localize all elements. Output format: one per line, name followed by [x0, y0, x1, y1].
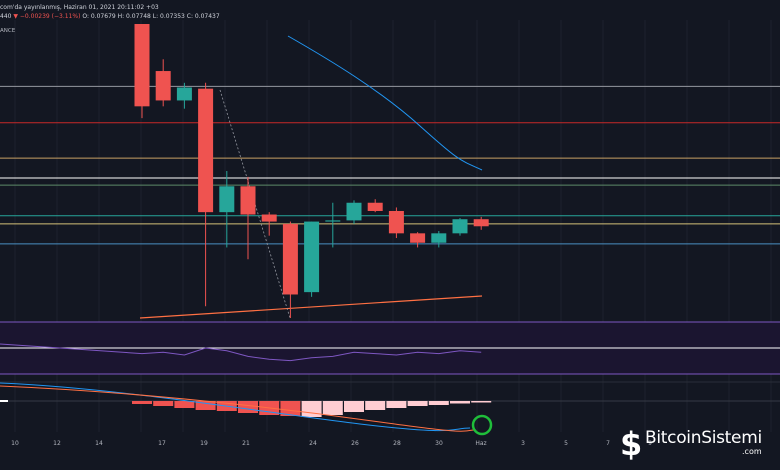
candles — [134, 24, 489, 318]
x-tick-label: 26 — [351, 440, 359, 447]
x-tick-label: 21 — [242, 440, 250, 447]
x-tick-label: 3 — [521, 440, 525, 447]
price-change: ▼ −0.00239 (−3.11%) — [13, 13, 81, 20]
histogram-bar — [280, 401, 301, 416]
candle-body — [388, 210, 404, 234]
histogram-bar — [195, 401, 216, 410]
histogram-bar — [344, 401, 364, 412]
histogram-bar — [132, 401, 152, 404]
histogram-bar — [471, 401, 492, 403]
histogram-bar — [407, 401, 428, 406]
x-tick-label: 24 — [309, 440, 317, 447]
candle-body — [431, 233, 447, 243]
exchange-label: ANCE — [0, 28, 16, 34]
brand-suffix: .com — [742, 447, 762, 456]
histogram-bar — [153, 401, 174, 406]
x-tick-label: 30 — [435, 440, 443, 447]
x-tick-label: 7 — [606, 440, 610, 447]
histogram-bar — [301, 401, 322, 417]
candle-body — [219, 186, 235, 213]
candle-body — [473, 219, 489, 227]
x-tick-label: 19 — [200, 440, 208, 447]
oscillator-pane — [0, 321, 780, 375]
x-tick-label: 9 — [648, 440, 652, 447]
candle-body — [134, 24, 150, 107]
histogram-pane — [0, 381, 780, 436]
candle-body — [325, 220, 341, 222]
bitcoin-icon: $ — [620, 425, 642, 463]
histogram-bar — [238, 401, 258, 413]
x-tick-label: Haz — [475, 440, 487, 447]
candle-body — [304, 221, 320, 293]
x-tick-label: 14 — [95, 440, 103, 447]
candle-body — [410, 233, 426, 243]
svg-text:$: $ — [620, 425, 642, 461]
histogram-bar — [428, 401, 449, 405]
x-tick-label: 5 — [564, 440, 568, 447]
moving-average-line — [287, 35, 483, 171]
histogram-bar — [450, 401, 470, 404]
histogram-bar — [0, 400, 8, 402]
signal-line — [0, 385, 477, 432]
symbol-price: 440 — [0, 13, 12, 20]
brand-logo: $ BitcoinSistemi .com — [617, 425, 777, 463]
candle-body — [176, 87, 192, 101]
x-tick-label: 10 — [11, 440, 19, 447]
histogram-bar — [174, 401, 195, 408]
candle-body — [240, 186, 256, 215]
moving-average — [139, 35, 483, 319]
candle-body — [282, 223, 298, 295]
candle-body — [198, 88, 214, 213]
candle-body — [346, 202, 362, 221]
x-tick-label: 12 — [53, 440, 61, 447]
macd-line — [0, 382, 471, 432]
chart-header-line2: 440 ▼ −0.00239 (−3.11%) O: 0.07679 H: 0.… — [0, 13, 220, 20]
histogram-bar — [365, 401, 386, 410]
oscillator-line — [0, 343, 482, 362]
highlight-circle — [471, 414, 493, 436]
candle-body — [155, 71, 171, 101]
histogram-bar — [322, 401, 343, 415]
histogram-bar — [386, 401, 407, 408]
chart-header-line1: com'da yayınlanmış, Haziran 01, 2021 20:… — [0, 4, 159, 11]
brand-name: BitcoinSistemi — [645, 428, 762, 448]
x-tick-label: 17 — [158, 440, 166, 447]
ohlc-values: O: 0.07679 H: 0.07748 L: 0.07353 C: 0.07… — [82, 13, 220, 20]
trend-line — [139, 295, 483, 319]
candle-body — [367, 202, 383, 211]
candle-body — [261, 214, 277, 222]
x-tick-label: 28 — [393, 440, 401, 447]
candle-body — [452, 219, 468, 234]
